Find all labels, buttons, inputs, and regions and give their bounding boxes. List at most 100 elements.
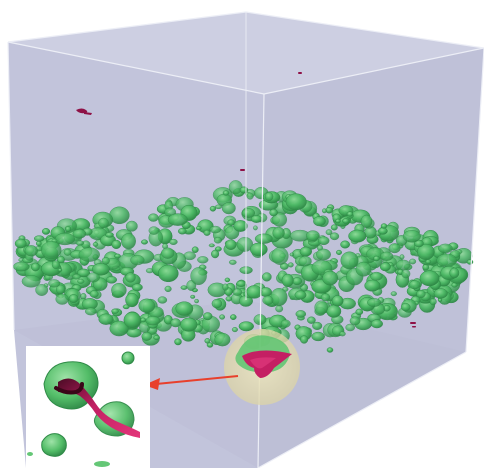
green-blob xyxy=(65,226,72,232)
green-blob xyxy=(206,342,214,348)
green-blob xyxy=(300,335,309,344)
green-blob xyxy=(89,290,99,298)
green-blob xyxy=(236,280,246,287)
green-blob xyxy=(35,284,49,296)
green-blob xyxy=(285,193,307,211)
green-blob xyxy=(153,335,160,340)
green-blob xyxy=(31,262,40,272)
green-blob xyxy=(419,270,440,287)
green-blob xyxy=(138,298,156,313)
green-blob xyxy=(373,255,380,262)
green-blob xyxy=(311,331,325,342)
green-blob xyxy=(194,298,199,304)
green-blob xyxy=(14,238,27,249)
green-blob xyxy=(238,321,254,332)
green-blob xyxy=(330,224,338,231)
green-blob xyxy=(280,319,291,328)
green-blob xyxy=(402,230,421,243)
green-blob xyxy=(379,262,391,272)
green-blob xyxy=(98,217,109,229)
green-blob xyxy=(213,236,222,244)
green-blob xyxy=(222,190,230,196)
green-blob xyxy=(395,259,411,271)
green-blob xyxy=(307,316,316,324)
green-blob xyxy=(329,232,340,241)
green-blob xyxy=(125,272,136,283)
green-blob xyxy=(222,283,229,291)
green-blob xyxy=(281,273,294,288)
green-blob xyxy=(141,331,153,341)
green-blob xyxy=(241,208,256,218)
green-blob xyxy=(342,218,350,224)
green-blob xyxy=(219,314,226,320)
green-blob xyxy=(195,225,202,231)
green-blob xyxy=(209,225,222,234)
green-blob xyxy=(21,275,41,288)
green-blob xyxy=(208,243,215,248)
green-blob xyxy=(105,232,114,238)
green-blob xyxy=(250,215,263,223)
green-blob xyxy=(214,332,231,347)
green-blob xyxy=(232,288,243,296)
green-blob xyxy=(148,226,160,235)
green-blob xyxy=(252,225,258,231)
green-blob xyxy=(322,270,339,286)
green-blob xyxy=(125,292,139,308)
green-blob xyxy=(429,298,437,306)
green-blob xyxy=(197,256,209,264)
green-blob xyxy=(225,239,237,250)
green-blob xyxy=(355,308,364,316)
green-blob xyxy=(417,243,435,260)
green-blob xyxy=(400,302,411,312)
green-blob xyxy=(316,248,331,261)
green-blob xyxy=(33,235,45,242)
green-blob xyxy=(77,268,91,278)
green-blob xyxy=(239,186,249,194)
zoom-inset-icon xyxy=(27,351,140,467)
green-blob xyxy=(425,259,432,265)
green-blob xyxy=(314,300,329,315)
green-blob xyxy=(41,228,51,235)
green-blob xyxy=(272,226,285,240)
green-blob xyxy=(13,261,30,272)
green-blob xyxy=(326,347,334,353)
green-blob xyxy=(246,192,254,200)
green-blob xyxy=(75,240,85,246)
green-blob xyxy=(109,320,129,337)
green-blob xyxy=(170,318,182,328)
green-blob xyxy=(48,279,61,288)
green-blob xyxy=(111,239,122,249)
green-blob xyxy=(169,238,178,245)
green-blob xyxy=(230,314,237,320)
green-blob xyxy=(41,241,62,260)
green-blob xyxy=(437,298,443,302)
green-blob xyxy=(292,277,303,286)
green-blob xyxy=(249,242,268,257)
green-blob xyxy=(331,295,344,307)
green-blob xyxy=(224,277,231,283)
green-blob xyxy=(345,323,356,332)
green-blob xyxy=(254,233,273,244)
green-blob xyxy=(299,246,312,257)
magnifier xyxy=(224,329,300,405)
green-blob xyxy=(312,321,323,330)
green-blob xyxy=(114,253,121,259)
green-blob xyxy=(313,216,326,227)
green-blob xyxy=(78,247,100,262)
green-blob xyxy=(408,280,421,290)
green-blob xyxy=(360,214,373,229)
green-blob xyxy=(272,212,288,227)
green-blob xyxy=(367,298,382,307)
green-blob xyxy=(336,249,342,255)
green-blob xyxy=(326,304,342,318)
green-blob xyxy=(270,288,288,307)
green-blob xyxy=(321,208,327,214)
green-blob xyxy=(177,227,187,235)
green-blob xyxy=(320,293,331,302)
green-blob xyxy=(101,256,110,265)
green-blob xyxy=(130,254,145,266)
green-blob xyxy=(261,272,272,282)
green-blob xyxy=(340,251,359,270)
green-blob xyxy=(209,205,217,212)
